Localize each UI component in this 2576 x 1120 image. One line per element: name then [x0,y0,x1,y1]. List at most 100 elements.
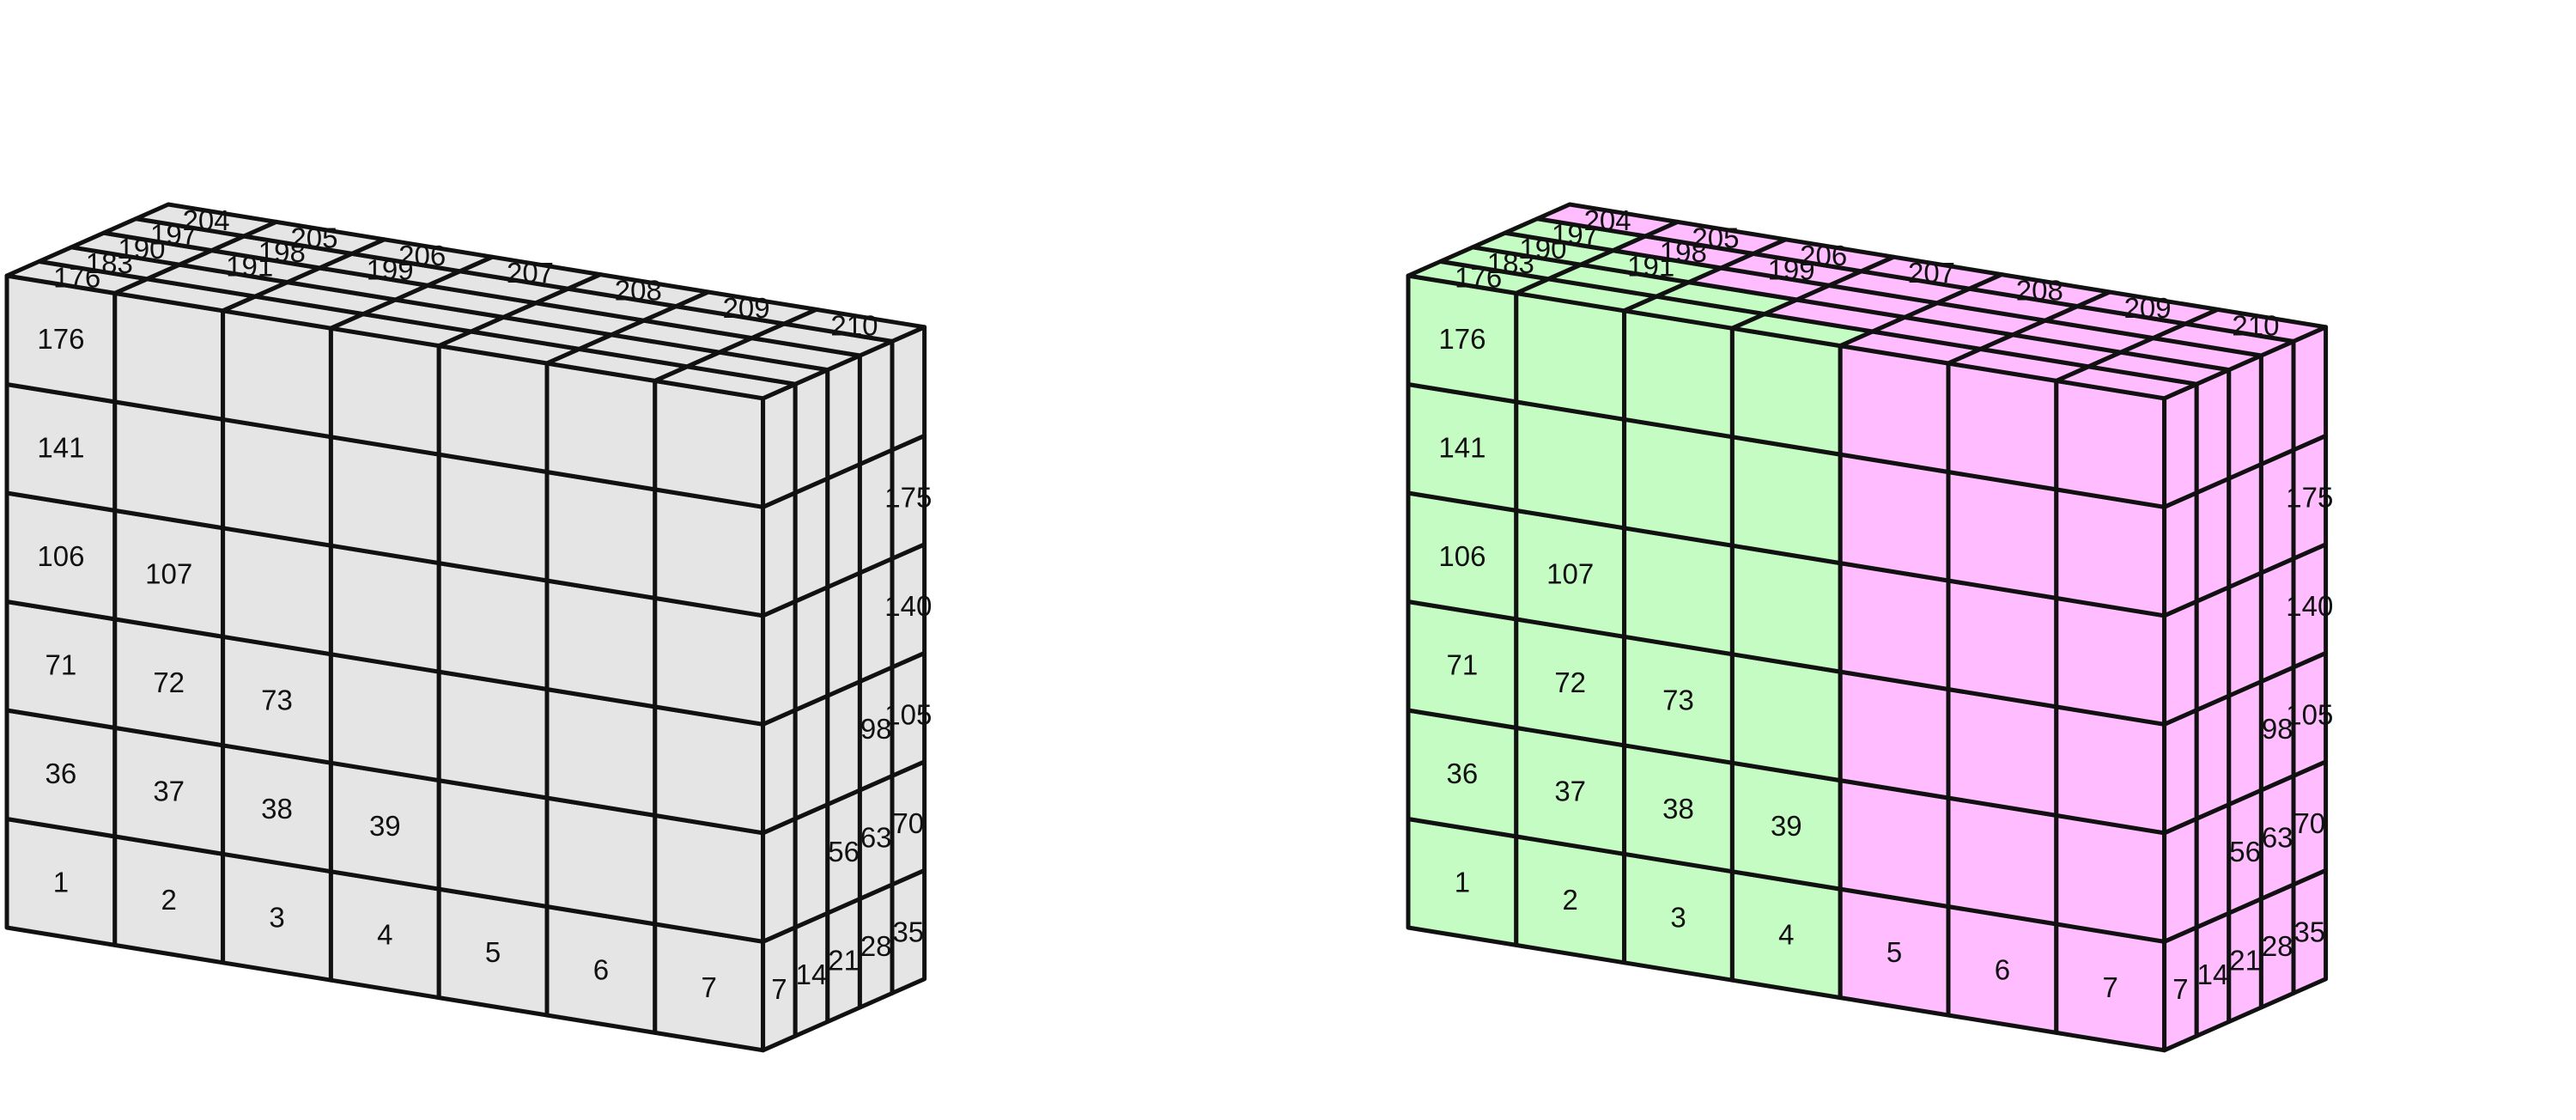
front-cell-label: 4 [377,919,392,951]
front-cell [2054,378,2167,509]
front-cell-label: 72 [153,667,185,698]
front-cell [1838,452,1951,583]
front-cell [1946,361,2059,492]
front-cell [1838,561,1951,691]
front-cell-label: 39 [1771,810,1802,842]
side-cell-label: 140 [884,590,932,622]
side-cell [2194,585,2232,713]
top-cell [781,307,927,344]
front-cell [221,526,333,657]
front-cell-label: 107 [1546,557,1594,589]
front-cell-label: 7 [2103,971,2118,1003]
side-cell [825,570,862,698]
side-cell-label: 140 [2286,590,2333,622]
front-cell-label: 2 [161,884,177,916]
front-cell [544,687,658,818]
front-cell [653,813,766,944]
front-cell-label: 38 [261,793,293,825]
front-cell-label: 71 [46,649,77,681]
front-cell [221,417,333,548]
front-cell [544,361,658,492]
front-cell [1514,399,1627,531]
side-cell [2162,381,2199,509]
front-cell [1838,778,1951,909]
front-cell [436,344,550,474]
front-cell-label: 36 [1447,758,1479,789]
side-cell [761,599,798,727]
front-cell [112,290,226,422]
side-cell [793,368,830,496]
side-cell-label: 14 [2197,959,2229,990]
top-cell-label: 205 [1692,222,1739,253]
side-cell-label: 28 [2262,930,2293,962]
front-cell-label: 73 [261,684,293,715]
side-cell-label: 70 [892,807,924,839]
side-cell-label: 56 [2229,836,2261,867]
side-cell [825,679,862,807]
side-cell-label: 63 [2262,821,2293,853]
front-cell-label: 3 [1670,901,1686,933]
front-cell [2054,813,2167,944]
front-cell-label: 38 [1662,793,1694,825]
side-cell [2162,708,2199,836]
side-cell-label: 105 [2286,698,2333,730]
side-cell [825,353,862,481]
side-cell-label: 98 [860,713,892,745]
front-cell [2054,595,2167,727]
front-cell [653,704,766,836]
front-cell [653,595,766,727]
top-cell-label: 206 [1800,240,1847,271]
front-cell-label: 6 [1995,954,2010,986]
side-cell-label: 28 [860,930,892,962]
side-cell-label: 175 [884,481,932,513]
front-cell-label: 4 [1778,919,1794,951]
front-cell [112,399,226,531]
top-cell-label: 207 [507,257,554,289]
front-cell-label: 1 [53,867,69,898]
side-cell [2194,368,2232,496]
front-cell-label: 5 [485,936,501,968]
front-cell [1729,435,1843,566]
front-cell [1622,308,1735,440]
front-cell [653,378,766,509]
side-cell [2291,325,2329,453]
front-cell [328,326,441,457]
front-cell-label: 141 [37,432,84,464]
front-cell [1946,795,2059,927]
front-cell-label: 5 [1886,936,1902,968]
front-cell [328,435,441,566]
front-cell [436,778,550,909]
front-cell [1946,687,2059,818]
side-cell [2258,338,2296,466]
front-cell [544,578,658,709]
top-cell-label: 207 [1908,257,1955,289]
front-cell [328,543,441,674]
front-cell-label: 7 [702,971,717,1003]
front-cell-label: 6 [593,954,609,986]
side-cell-label: 63 [860,821,892,853]
top-cell [2183,307,2329,344]
top-cell-label: 204 [183,204,230,236]
side-cell [2194,693,2232,821]
side-cell-label: 21 [828,945,860,977]
side-cell [2194,476,2232,604]
top-cell-label: 206 [398,240,446,271]
side-cell [761,816,798,944]
front-cell [1729,543,1843,674]
top-cell-label: 210 [2232,309,2279,341]
front-cell [436,452,550,583]
side-cell-label: 70 [2293,807,2325,839]
side-cell [2227,462,2263,590]
top-cell-label: 210 [830,309,878,341]
side-cell [761,708,798,836]
side-cell [761,490,798,618]
front-cell-label: 141 [1438,432,1485,464]
side-cell [2162,490,2199,618]
side-cell [793,693,830,821]
front-cell-label: 37 [153,775,185,807]
side-cell [761,381,798,509]
front-cell-label: 176 [37,323,84,355]
front-cell-label: 106 [1438,540,1485,572]
side-cell-label: 56 [828,836,860,867]
